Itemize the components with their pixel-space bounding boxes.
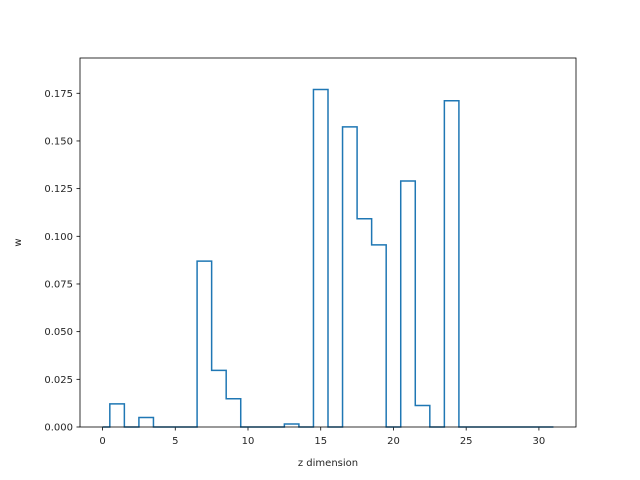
- y-axis-label: w: [13, 238, 24, 246]
- y-tick-label: 0.075: [44, 279, 73, 290]
- x-tick-label: 0: [99, 436, 105, 447]
- y-tick-label: 0.125: [44, 184, 73, 195]
- y-tick-label: 0.025: [44, 375, 73, 386]
- x-tick-label: 15: [314, 436, 327, 447]
- y-tick-label: 0.000: [44, 423, 73, 434]
- x-axis-label: z dimension: [298, 458, 358, 469]
- x-tick-label: 20: [387, 436, 400, 447]
- x-tick-label: 30: [533, 436, 546, 447]
- y-axis: 0.000 0.025 0.050 0.075 0.100 0.125 0.150 0.175: [44, 89, 80, 434]
- y-tick-label: 0.175: [44, 89, 73, 100]
- plot-frame: [79, 57, 577, 428]
- y-tick-label: 0.100: [44, 232, 73, 243]
- x-axis: 0 5 10 15 20 25 30: [99, 427, 545, 447]
- y-tick-label: 0.050: [44, 327, 73, 338]
- x-tick-label: 25: [460, 436, 473, 447]
- y-tick-label: 0.150: [44, 136, 73, 147]
- x-tick-label: 5: [172, 436, 178, 447]
- series-line: [102, 88, 554, 428]
- x-tick-label: 10: [242, 436, 255, 447]
